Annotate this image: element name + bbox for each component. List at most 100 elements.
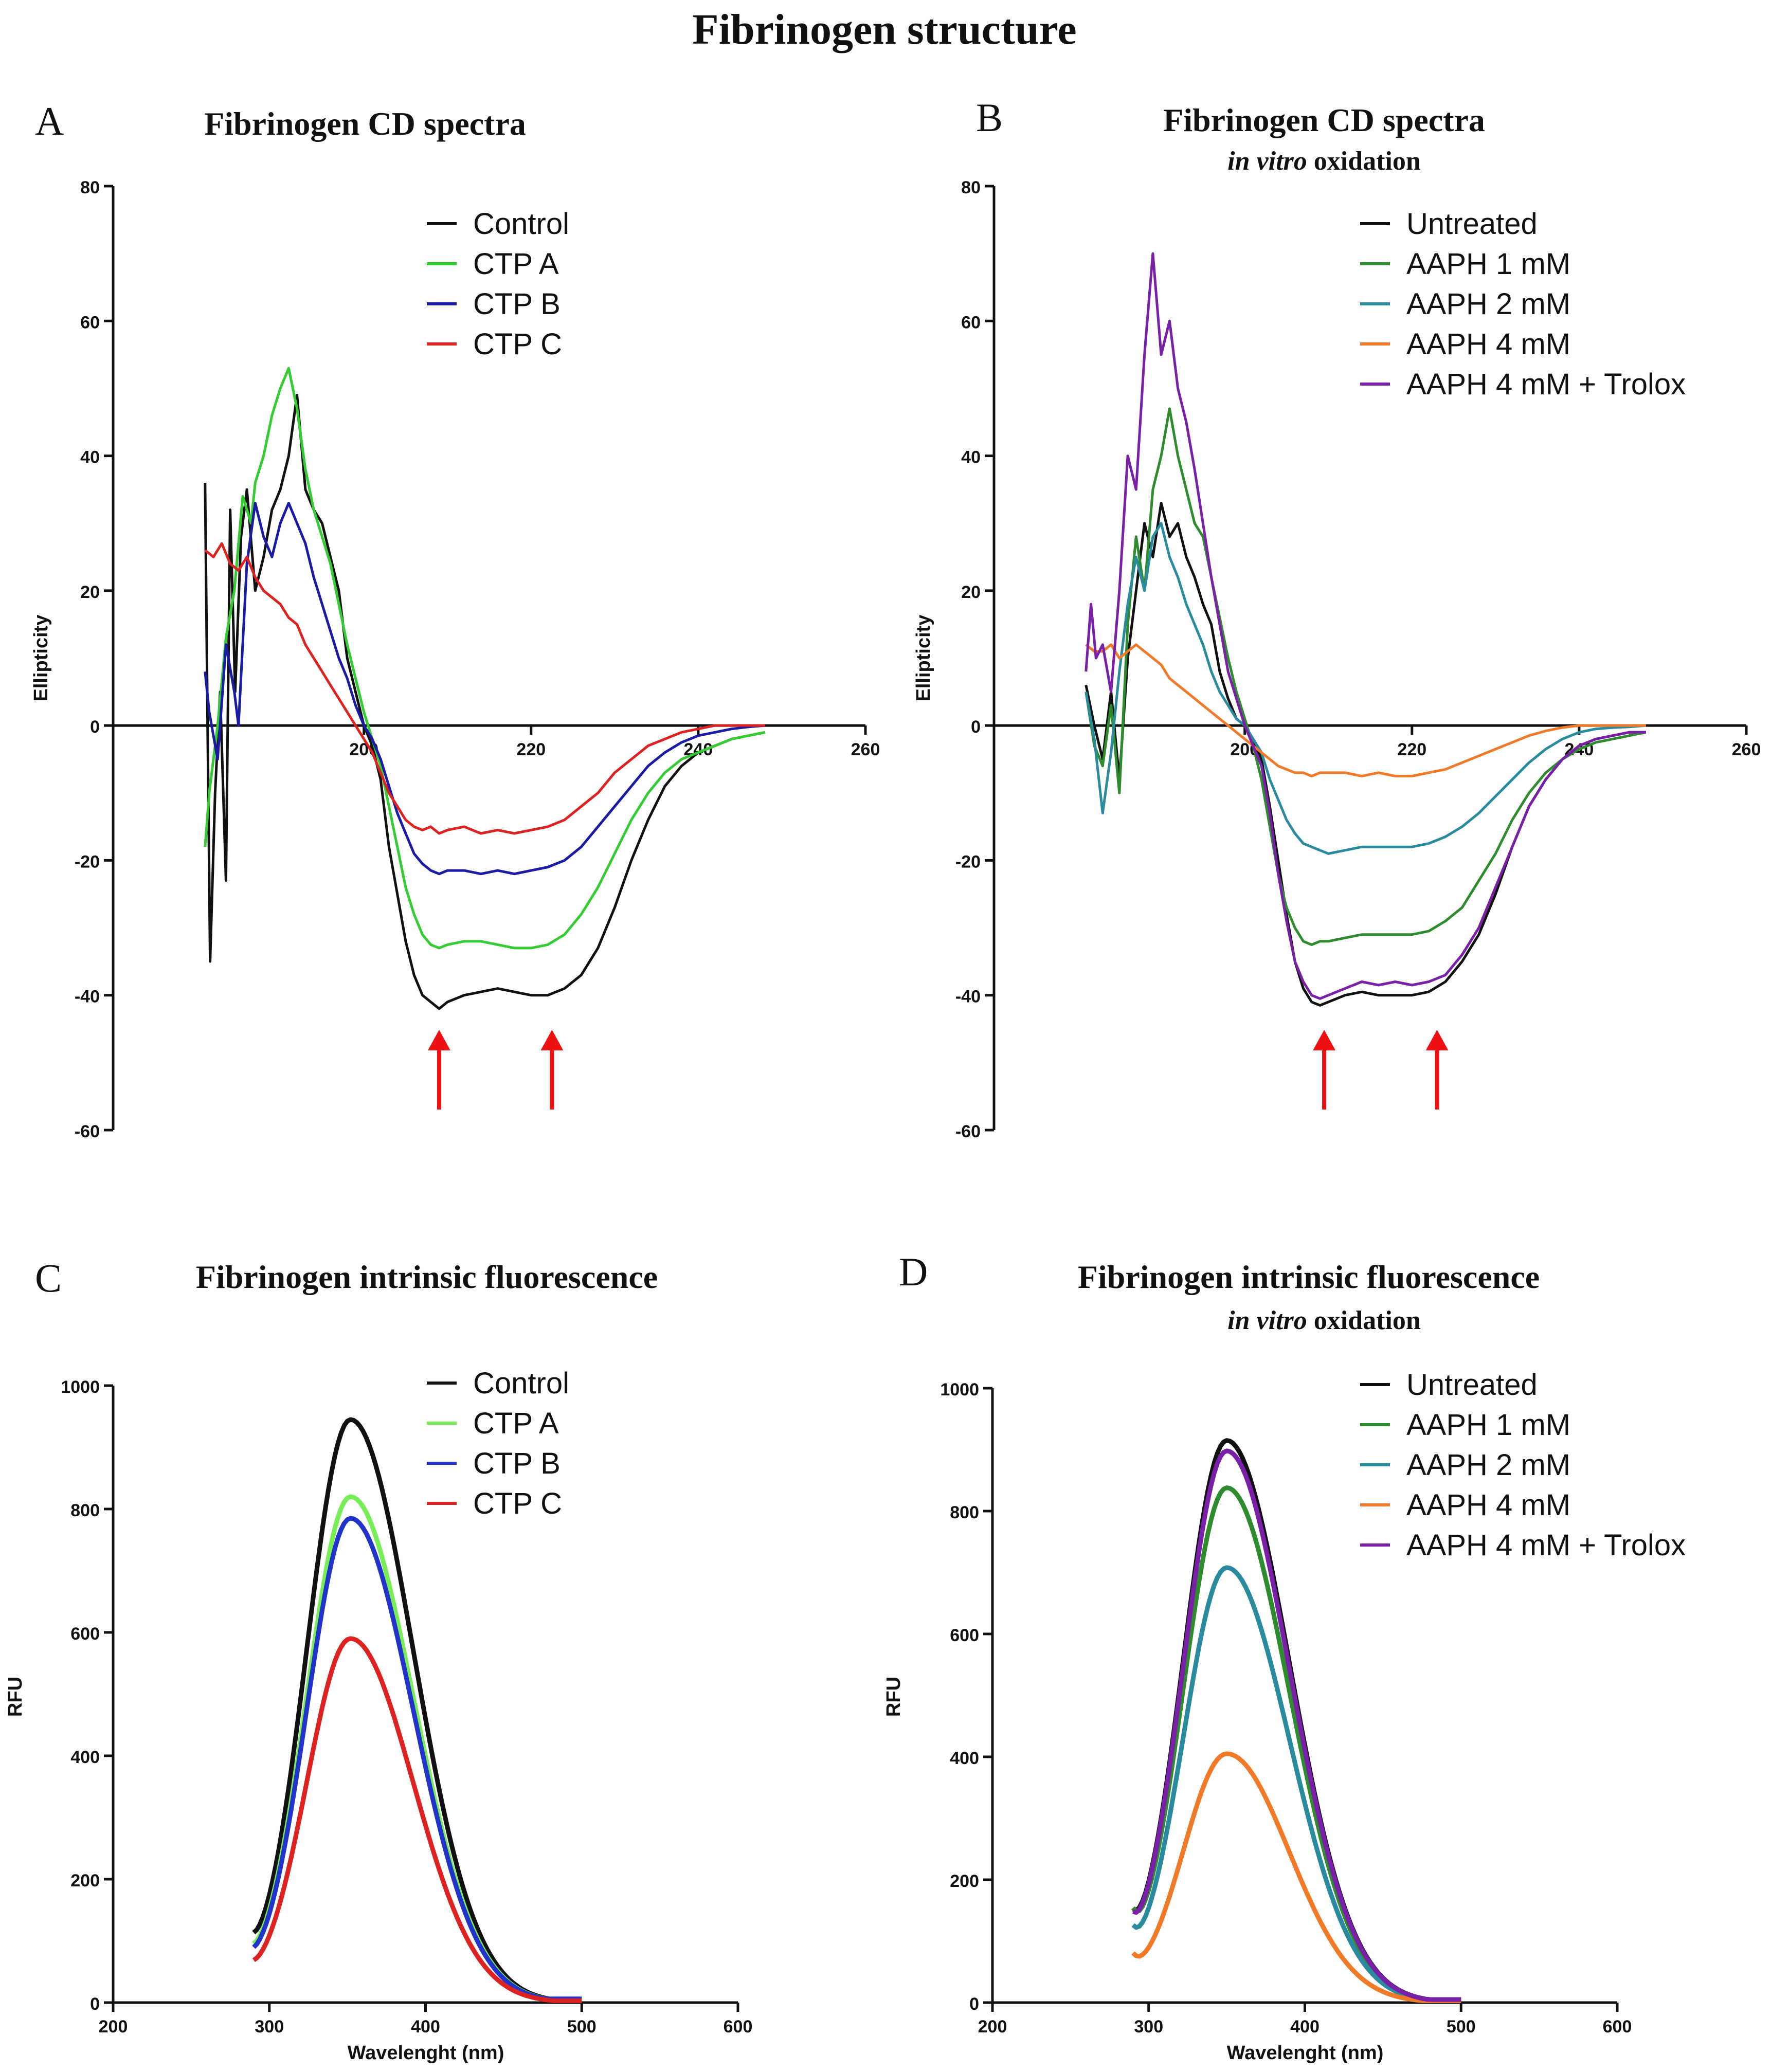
x-tick-label: 200	[99, 2017, 128, 2037]
panel-subtitle: in vitro oxidation	[1227, 1306, 1421, 1335]
y-tick-label: 1000	[940, 1380, 979, 1399]
series-line-aaph-4-mm	[1085, 643, 1646, 777]
y-axis-label: RFU	[5, 1677, 26, 1717]
panel-title: Fibrinogen intrinsic fluorescence	[1078, 1259, 1540, 1295]
series-line-ctp-a	[204, 367, 766, 950]
x-tick-label: 400	[1290, 2017, 1320, 2037]
series-line-ctp-b	[252, 1516, 582, 2002]
y-tick-label: 60	[961, 313, 981, 332]
x-tick-label: 400	[411, 2017, 440, 2037]
legend-label: AAPH 1 mM	[1406, 1408, 1570, 1442]
y-tick-label: 400	[950, 1749, 979, 1768]
series-line-control	[204, 394, 766, 1010]
y-tick-label: 80	[80, 178, 100, 197]
legend-label: Untreated	[1406, 207, 1538, 241]
legend-label: CTP C	[473, 328, 562, 361]
y-tick-label: -20	[75, 852, 100, 871]
panel-b-cd-spectra-oxidation: B Fibrinogen CD spectra in vitro oxidation…	[913, 95, 1761, 1141]
series-line-aaph-4-mm-trolox	[1085, 252, 1646, 1000]
legend-label: AAPH 4 mM + Trolox	[1406, 1529, 1686, 1562]
legend-label: Control	[473, 207, 569, 241]
series-line-ctp-b	[204, 501, 766, 876]
x-tick-label: 220	[516, 740, 546, 759]
y-tick-label: 0	[969, 1994, 979, 2014]
legend-label: AAPH 4 mM	[1406, 1488, 1570, 1522]
x-tick-label: 300	[1134, 2017, 1163, 2037]
panel-subtitle: in vitro oxidation	[1227, 147, 1421, 176]
arrow-head	[1313, 1030, 1336, 1050]
series-line-aaph-1-mm	[1085, 407, 1647, 946]
legend-label: AAPH 2 mM	[1406, 287, 1570, 321]
x-axis-label: Wavelenght (nm)	[348, 2042, 504, 2064]
x-tick-label: 300	[255, 2017, 284, 2037]
x-tick-label: 260	[1732, 740, 1761, 759]
legend-label: CTP B	[473, 287, 561, 321]
x-tick-label: 200	[978, 2017, 1007, 2037]
y-tick-label: 0	[90, 1994, 100, 2014]
y-tick-label: 0	[971, 717, 981, 737]
panel-letter: A	[35, 99, 64, 143]
x-axis-label: Wavelenght (nm)	[1227, 2042, 1384, 2064]
panel-c-fluorescence: C Fibrinogen intrinsic fluorescence 0 200 40…	[5, 1256, 752, 2064]
legend-label: AAPH 4 mM + Trolox	[1406, 368, 1686, 401]
legend-label: AAPH 4 mM	[1406, 328, 1570, 361]
legend-label: CTP C	[473, 1487, 562, 1520]
y-tick-label: 80	[961, 178, 981, 197]
x-tick-label: 500	[1447, 2017, 1476, 2037]
y-tick-label: 20	[80, 583, 100, 602]
y-tick-label: -60	[955, 1122, 981, 1141]
arrow-head	[1425, 1030, 1449, 1050]
y-tick-label: 60	[80, 313, 100, 332]
series-line-aaph-2-mm	[1131, 1565, 1461, 2003]
x-tick-label: 600	[1603, 2017, 1632, 2037]
series-line-aaph-4-mm-trolox	[1132, 1448, 1461, 2002]
y-tick-label: -20	[955, 852, 981, 871]
y-tick-label: 800	[70, 1501, 100, 1520]
legend-label: CTP A	[473, 247, 559, 281]
legend-label: Control	[473, 1367, 569, 1400]
figure-title: Fibrinogen structure	[692, 6, 1076, 53]
y-tick-label: 800	[950, 1503, 979, 1522]
panel-title: Fibrinogen CD spectra	[1163, 102, 1485, 138]
y-tick-label: 40	[961, 448, 981, 467]
y-axis-label: RFU	[883, 1677, 905, 1717]
y-tick-label: -40	[955, 987, 981, 1007]
x-tick-label: 600	[724, 2017, 753, 2037]
y-tick-label: 200	[70, 1871, 100, 1891]
legend-label: AAPH 1 mM	[1406, 247, 1570, 281]
panel-letter: C	[35, 1256, 62, 1300]
y-tick-label: 40	[80, 448, 100, 467]
panel-title: Fibrinogen CD spectra	[204, 105, 526, 142]
legend-label: CTP A	[473, 1407, 559, 1440]
y-tick-label: 20	[961, 583, 981, 602]
y-tick-label: 0	[90, 717, 100, 737]
y-axis-label: Ellipticity	[30, 615, 52, 702]
panel-title: Fibrinogen intrinsic fluorescence	[196, 1259, 658, 1295]
y-tick-label: 600	[950, 1626, 979, 1645]
legend-label: CTP B	[473, 1447, 561, 1480]
y-tick-label: 1000	[61, 1377, 100, 1397]
x-tick-label: 260	[851, 740, 880, 759]
panel-letter: D	[899, 1249, 928, 1294]
y-axis-label: Ellipticity	[913, 615, 934, 702]
panel-d-fluorescence-oxidation: D Fibrinogen intrinsic fluorescence in vit…	[883, 1249, 1686, 2064]
arrow-head	[427, 1030, 450, 1050]
series-line-aaph-4-mm	[1131, 1751, 1461, 2003]
series-line-untreated	[1085, 501, 1646, 1007]
legend-label: Untreated	[1406, 1368, 1538, 1402]
y-tick-label: -40	[75, 987, 100, 1007]
y-tick-label: 200	[950, 1871, 979, 1891]
y-tick-label: 600	[70, 1624, 100, 1644]
series-line-ctp-c	[252, 1636, 582, 2003]
y-tick-label: 400	[70, 1748, 100, 1767]
series-line-aaph-2-mm	[1085, 522, 1647, 855]
arrow-head	[540, 1030, 564, 1050]
x-tick-label: 220	[1397, 740, 1426, 759]
y-tick-label: -60	[75, 1122, 100, 1141]
series-line-ctp-c	[204, 542, 765, 835]
legend-label: AAPH 2 mM	[1406, 1448, 1570, 1482]
panel-a-cd-spectra: A Fibrinogen CD spectra -60 -40 -20 0 20 40 60 80…	[30, 99, 880, 1141]
panel-letter: B	[976, 95, 1003, 140]
x-tick-label: 500	[567, 2017, 597, 2037]
